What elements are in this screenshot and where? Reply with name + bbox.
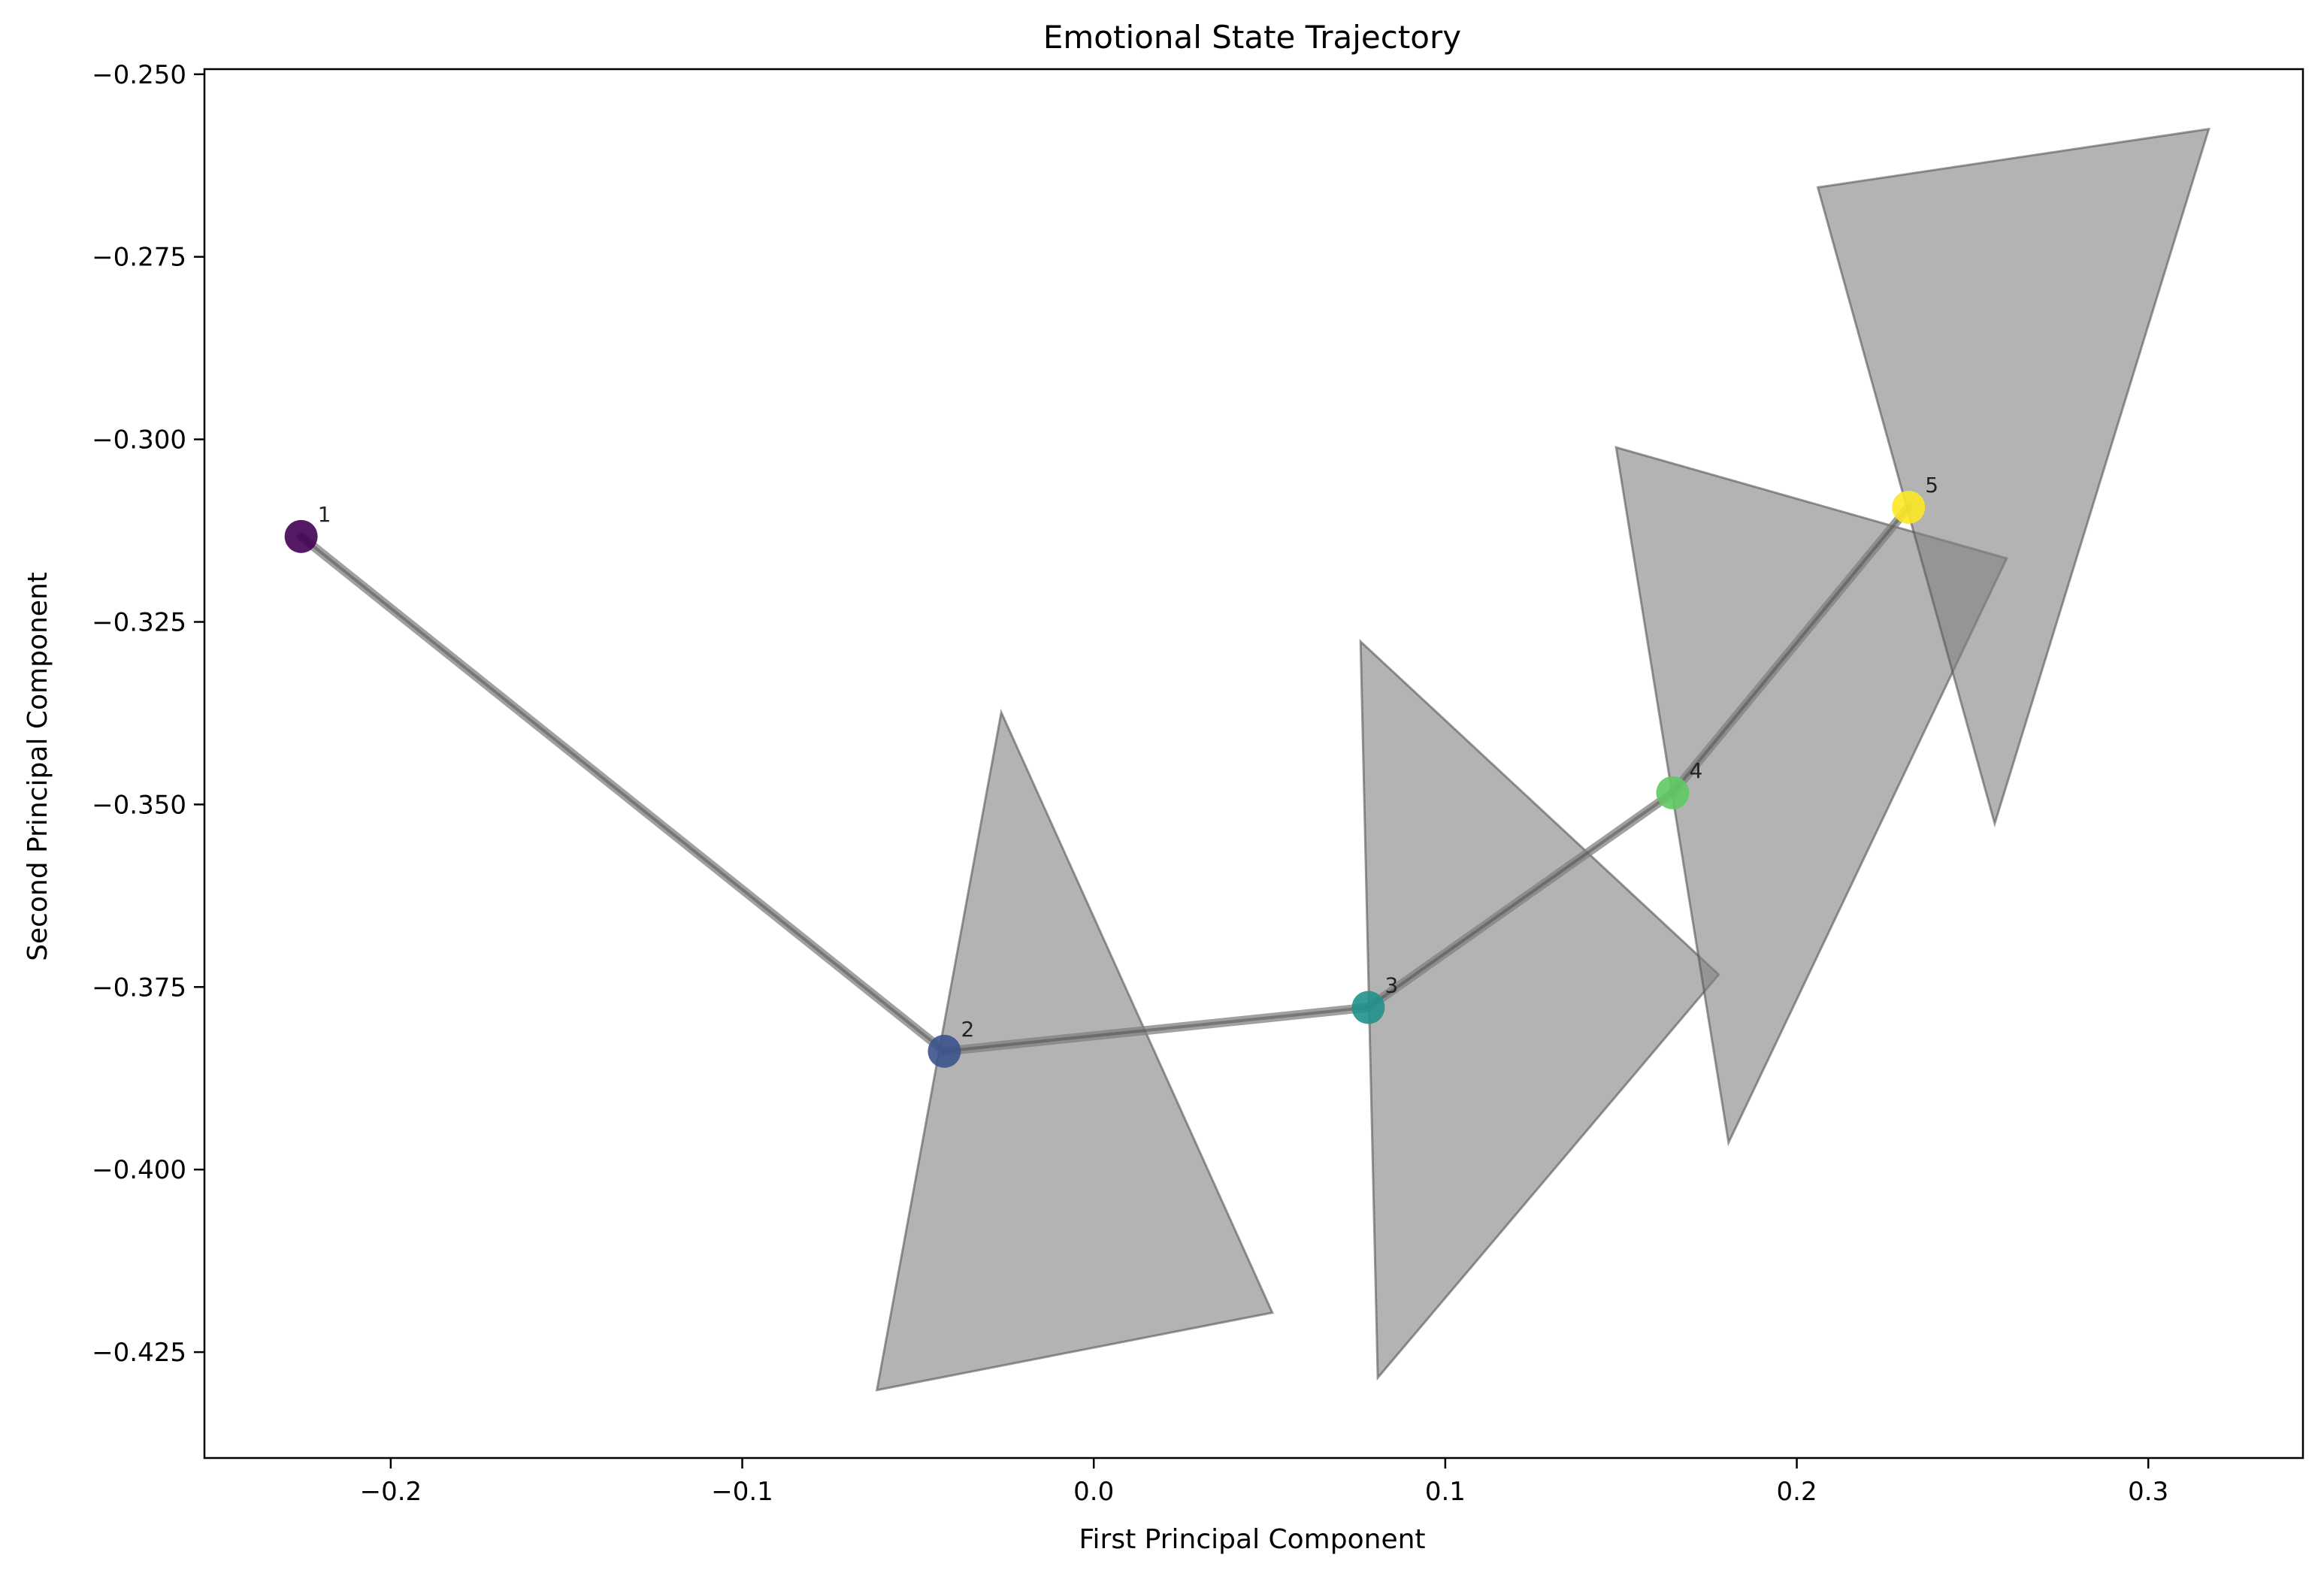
y-tick-label: −0.325 [92, 608, 186, 638]
trajectory-segment-2-3 [940, 1003, 1373, 1056]
chart-title: Emotional State Trajectory [1043, 19, 1461, 56]
y-tick-label: −0.250 [92, 60, 186, 90]
x-tick-label: 0.2 [1777, 1477, 1817, 1507]
y-tick-label: −0.275 [92, 243, 186, 273]
y-axis-label: Second Principal Component [23, 572, 53, 961]
x-tick-label: −0.1 [711, 1477, 773, 1507]
point-label-5: 5 [1925, 473, 1938, 498]
y-tick-label: −0.400 [92, 1155, 186, 1185]
point-4 [1656, 776, 1690, 809]
trajectory-segment-3-4 [1363, 788, 1678, 1012]
y-tick-label: −0.375 [92, 972, 186, 1003]
point-2 [927, 1034, 961, 1068]
trajectory-segment-1-2-core [299, 534, 946, 1053]
x-tick-label: 0.1 [1425, 1477, 1466, 1507]
y-tick-label: −0.350 [92, 790, 186, 820]
x-tick-label: −0.2 [360, 1477, 422, 1507]
x-tick-label: 0.3 [2128, 1477, 2168, 1507]
points-layer: 1 2 3 4 5 [284, 473, 1938, 1068]
trajectory-segment-1-2 [296, 531, 949, 1056]
y-tick-label: −0.300 [92, 425, 186, 455]
trajectory-segment-4-5 [1668, 502, 1914, 797]
x-axis-ticks: −0.2 −0.1 0.0 0.1 0.2 0.3 [360, 1458, 2168, 1507]
point-label-2: 2 [961, 1017, 974, 1042]
y-axis-ticks: −0.250 −0.275 −0.300 −0.325 −0.350 −0.375 −0.4… [92, 60, 204, 1368]
point-3 [1351, 991, 1385, 1024]
x-tick-label: 0.0 [1073, 1477, 1114, 1507]
trajectory-segment-2-3-core [943, 1006, 1370, 1053]
point-label-1: 1 [318, 502, 331, 527]
point-1 [284, 519, 318, 553]
point-label-3: 3 [1384, 973, 1398, 998]
trajectory-segment-4-5-core [1671, 505, 1911, 794]
point-label-4: 4 [1689, 758, 1702, 783]
triangles-layer [875, 127, 2211, 1392]
plot-frame [203, 68, 2304, 1459]
x-axis-label: First Principal Component [1079, 1524, 1425, 1555]
trajectory-segment-3-4-core [1366, 791, 1675, 1009]
point-5 [1892, 490, 1926, 524]
y-tick-label: −0.425 [92, 1338, 186, 1368]
trajectory-path [296, 502, 1914, 1056]
